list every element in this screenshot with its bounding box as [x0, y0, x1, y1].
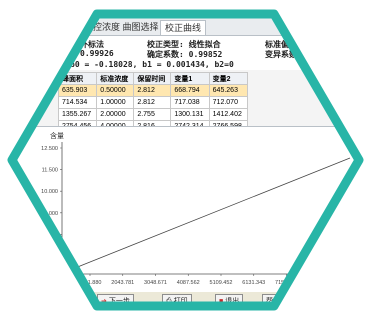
table-cell: 0.50000: [96, 84, 135, 97]
column-header-std-conc[interactable]: 标准浓度: [96, 72, 135, 85]
print-button[interactable]: ⎙ 打印: [162, 294, 192, 305]
table-row[interactable]: 714.534 1.00000 2.812 717.038 712.070: [57, 96, 249, 109]
print-button-label: 打印: [173, 298, 188, 305]
table-row[interactable]: 635.903 0.50000 2.812 668.794 645.263: [57, 84, 249, 97]
tab-quality-control[interactable]: 质控浓度 曲图选择: [84, 22, 159, 32]
calibration-line: [69, 157, 351, 271]
table-header-row: 峰面积 标准浓度 保留时间 变量1 变量2: [57, 72, 249, 85]
column-header-var1[interactable]: 变量1: [170, 72, 210, 85]
column-header-peak-area[interactable]: 峰面积: [57, 72, 98, 85]
x-tick-label: 6021.880: [79, 280, 102, 286]
tab-bar: 质控浓度 曲图选择 校正曲线: [16, 17, 355, 36]
x-tick-label: 4087.562: [177, 280, 200, 286]
y-tick-label: 11.500: [42, 168, 58, 174]
exit-button-label: 退出: [225, 298, 240, 305]
regression-equation: b0 = -0.18028, b1 = 0.001434, b2=0: [70, 60, 234, 69]
column-header-var2[interactable]: 变量2: [208, 72, 249, 85]
calibration-type: 校正类型: 线性拟合: [147, 40, 221, 49]
y-tick-label: 12.500: [41, 146, 58, 152]
tab-calibration-curve[interactable]: 校正曲线: [160, 20, 207, 35]
table-cell: 635.903: [57, 84, 98, 97]
printer-icon: ⎙: [166, 298, 172, 305]
y-tick-label: 10.000: [41, 189, 58, 195]
x-tick-label: 5109.452: [210, 280, 233, 286]
next-button-label: 下一步: [108, 298, 130, 305]
method-label: 外标法: [80, 40, 104, 49]
arrow-right-icon: ➜: [101, 298, 107, 305]
y-tick-label: 9.000: [44, 211, 58, 217]
x-tick-label: 3048.671: [144, 280, 167, 286]
y-axis-label: 含量: [50, 133, 64, 140]
hexagon-border: [7, 9, 364, 311]
x-tick-label: 2043.781: [111, 280, 134, 286]
exit-button[interactable]: ■ 退出: [215, 294, 244, 305]
table-cell: 668.794: [170, 84, 210, 97]
determination-coefficient: 确定系数: 0.99852: [147, 50, 223, 59]
exit-icon: ■: [219, 298, 224, 305]
x-tick-label: 6131.343: [242, 280, 265, 286]
table-cell: 2.812: [133, 84, 172, 97]
method-value: 0.99926: [80, 49, 114, 58]
